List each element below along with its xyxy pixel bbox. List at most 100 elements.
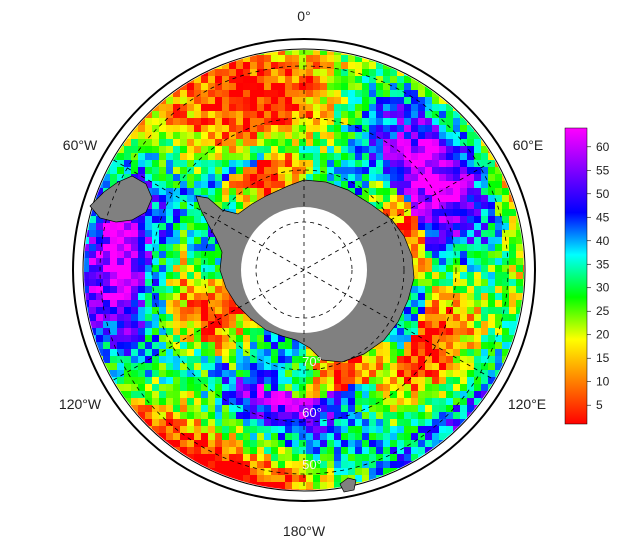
data-cell (446, 412, 454, 420)
data-cell (145, 272, 153, 280)
data-cell (383, 377, 391, 385)
data-cell (138, 230, 146, 238)
data-cell (390, 160, 398, 168)
data-cell (453, 391, 461, 399)
data-cell (432, 349, 440, 357)
data-cell (138, 398, 146, 406)
data-cell (481, 391, 489, 399)
colorbar-tick-label: 25 (596, 304, 610, 318)
data-cell (467, 244, 475, 252)
data-cell (285, 461, 293, 469)
data-cell (369, 398, 377, 406)
data-cell (173, 230, 181, 238)
data-cell (397, 104, 405, 112)
data-cell (159, 426, 167, 434)
data-cell (453, 377, 461, 385)
data-cell (404, 335, 412, 343)
data-cell (152, 104, 160, 112)
data-cell (264, 398, 272, 406)
data-cell (89, 272, 97, 280)
data-cell (390, 167, 398, 175)
data-cell (425, 125, 433, 133)
data-cell (425, 181, 433, 189)
data-cell (474, 342, 482, 350)
data-cell (306, 377, 314, 385)
data-cell (404, 398, 412, 406)
data-cell (467, 174, 475, 182)
data-cell (432, 216, 440, 224)
data-cell (404, 405, 412, 413)
data-cell (257, 405, 265, 413)
data-cell (460, 160, 468, 168)
data-cell (341, 447, 349, 455)
data-cell (460, 377, 468, 385)
data-cell (460, 167, 468, 175)
data-cell (334, 384, 342, 392)
data-cell (173, 181, 181, 189)
data-cell (278, 90, 286, 98)
data-cell (432, 209, 440, 217)
data-cell (397, 174, 405, 182)
data-cell (432, 265, 440, 273)
data-cell (362, 167, 370, 175)
data-cell (159, 111, 167, 119)
data-cell (453, 321, 461, 329)
data-cell (131, 405, 139, 413)
data-cell (89, 244, 97, 252)
data-cell (222, 468, 230, 476)
data-cell (215, 447, 223, 455)
data-cell (222, 426, 230, 434)
data-cell (453, 167, 461, 175)
data-cell (495, 293, 503, 301)
data-cell (152, 384, 160, 392)
data-cell (439, 412, 447, 420)
data-cell (362, 146, 370, 154)
data-cell (243, 398, 251, 406)
data-cell (271, 69, 279, 77)
data-cell (453, 251, 461, 259)
data-cell (257, 489, 265, 490)
data-cell (383, 468, 391, 476)
data-cell (264, 55, 272, 63)
data-cell (299, 447, 307, 455)
data-cell (201, 286, 209, 294)
data-cell (117, 335, 125, 343)
data-cell (222, 321, 230, 329)
data-cell (180, 412, 188, 420)
data-cell (453, 237, 461, 245)
data-cell (341, 475, 349, 483)
data-cell (250, 475, 258, 483)
data-cell (299, 111, 307, 119)
data-cell (355, 363, 363, 371)
data-cell (432, 272, 440, 280)
data-cell (250, 433, 258, 441)
data-cell (292, 489, 300, 490)
data-cell (145, 321, 153, 329)
data-cell (481, 286, 489, 294)
data-cell (201, 272, 209, 280)
data-cell (299, 454, 307, 462)
data-cell (201, 398, 209, 406)
data-cell (96, 300, 104, 308)
data-cell (271, 475, 279, 483)
data-cell (292, 412, 300, 420)
data-cell (278, 167, 286, 175)
data-cell (376, 440, 384, 448)
data-cell (152, 419, 160, 427)
data-cell (306, 76, 314, 84)
data-cell (474, 307, 482, 315)
data-cell (397, 461, 405, 469)
data-cell (362, 62, 370, 70)
data-cell (215, 468, 223, 476)
data-cell (152, 223, 160, 231)
data-cell (215, 356, 223, 364)
data-cell (509, 223, 517, 231)
data-cell (348, 363, 356, 371)
data-cell (222, 174, 230, 182)
data-cell (327, 111, 335, 119)
data-cell (411, 447, 419, 455)
data-cell (334, 419, 342, 427)
data-cell (264, 419, 272, 427)
data-cell (208, 440, 216, 448)
data-cell (495, 244, 503, 252)
